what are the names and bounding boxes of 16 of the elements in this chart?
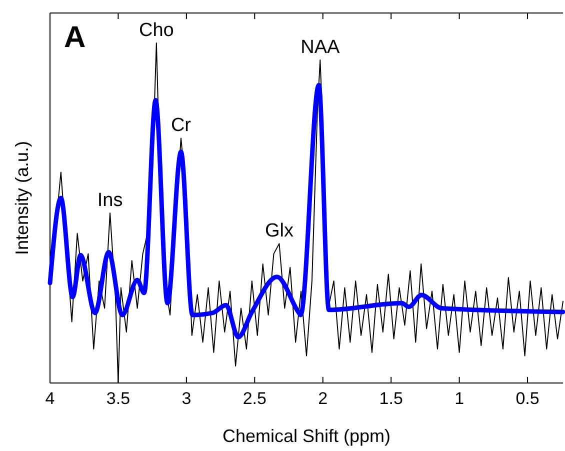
annotation: Cho — [138, 20, 174, 41]
x-tick-label: 0.5 — [516, 389, 540, 408]
x-tick-label: 1.5 — [379, 389, 403, 408]
x-tick-label: 4 — [45, 389, 55, 408]
x-tick-label: 2 — [318, 389, 328, 408]
annotation: NAA — [300, 37, 340, 58]
annotation: A — [64, 21, 86, 54]
y-axis-title: Intensity (a.u.) — [12, 140, 32, 256]
x-tick-label: 1 — [454, 389, 464, 408]
annotation: Cr — [170, 115, 192, 136]
x-tick-label: 3 — [182, 389, 192, 408]
x-tick-label: 3.5 — [106, 389, 130, 408]
x-tick-label: 2.5 — [242, 389, 266, 408]
annotation: Glx — [264, 220, 294, 242]
x-axis-title: Chemical Shift (ppm) — [222, 426, 391, 446]
annotation: Ins — [97, 190, 123, 211]
